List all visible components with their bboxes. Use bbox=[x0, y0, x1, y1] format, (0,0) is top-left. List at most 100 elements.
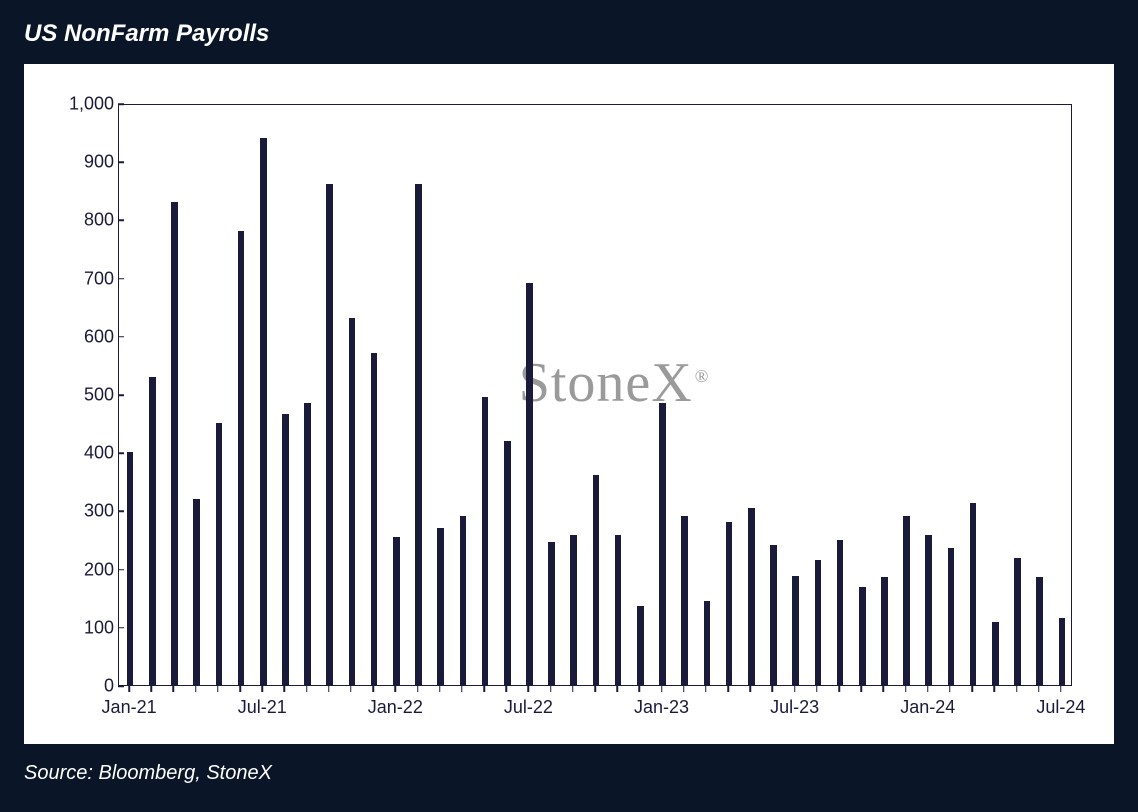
x-tick-mark bbox=[816, 686, 818, 692]
y-tick-label: 800 bbox=[54, 210, 114, 231]
bar bbox=[149, 377, 156, 685]
x-tick-mark bbox=[461, 686, 463, 692]
y-tick-mark bbox=[118, 220, 124, 222]
x-tick-label: Jan-21 bbox=[102, 697, 157, 718]
y-tick-mark bbox=[118, 103, 124, 105]
x-tick-mark bbox=[971, 686, 973, 692]
y-tick-label: 500 bbox=[54, 385, 114, 406]
bar bbox=[260, 138, 267, 685]
bar bbox=[193, 499, 200, 685]
x-tick-mark bbox=[1060, 686, 1062, 692]
x-tick-mark bbox=[572, 686, 574, 692]
y-tick-mark bbox=[118, 394, 124, 396]
bar bbox=[526, 283, 533, 685]
plot-area: StoneX® bbox=[118, 104, 1072, 686]
x-tick-mark bbox=[350, 686, 352, 692]
x-tick-mark bbox=[506, 686, 508, 692]
bar bbox=[504, 441, 511, 685]
y-tick-mark bbox=[118, 161, 124, 163]
x-tick-mark bbox=[927, 686, 929, 692]
x-tick-mark bbox=[306, 686, 308, 692]
bar bbox=[393, 537, 400, 685]
x-tick-mark bbox=[883, 686, 885, 692]
bar bbox=[171, 202, 178, 685]
y-tick-label: 900 bbox=[54, 152, 114, 173]
bar bbox=[859, 587, 866, 685]
x-tick-mark bbox=[195, 686, 197, 692]
source-line: Source: Bloomberg, StoneX bbox=[24, 762, 1114, 785]
x-tick-mark bbox=[417, 686, 419, 692]
x-tick-mark bbox=[550, 686, 552, 692]
x-tick-mark bbox=[616, 686, 618, 692]
y-tick-label: 700 bbox=[54, 268, 114, 289]
y-tick-mark bbox=[118, 336, 124, 338]
bar bbox=[1014, 558, 1021, 685]
x-tick-mark bbox=[838, 686, 840, 692]
y-tick-label: 200 bbox=[54, 559, 114, 580]
chart-panel: StoneX® 01002003004005006007008009001,00… bbox=[24, 64, 1114, 744]
bar bbox=[948, 548, 955, 685]
x-tick-label: Jan-24 bbox=[900, 697, 955, 718]
x-tick-mark bbox=[860, 686, 862, 692]
y-tick-label: 100 bbox=[54, 617, 114, 638]
bar bbox=[992, 622, 999, 685]
x-tick-mark bbox=[705, 686, 707, 692]
x-tick-label: Jul-24 bbox=[1036, 697, 1085, 718]
x-tick-mark bbox=[439, 686, 441, 692]
plot-container: StoneX® 01002003004005006007008009001,00… bbox=[54, 92, 1084, 726]
bar bbox=[437, 528, 444, 685]
bar bbox=[681, 516, 688, 685]
bar bbox=[837, 540, 844, 686]
bar bbox=[792, 576, 799, 685]
bar bbox=[659, 403, 666, 685]
bar bbox=[726, 522, 733, 685]
chart-title: US NonFarm Payrolls bbox=[24, 20, 1114, 48]
bar bbox=[127, 452, 134, 685]
bar bbox=[371, 353, 378, 685]
x-tick-mark bbox=[794, 686, 796, 692]
y-tick-mark bbox=[118, 511, 124, 513]
bar bbox=[704, 601, 711, 685]
x-tick-mark bbox=[750, 686, 752, 692]
x-tick-mark bbox=[284, 686, 286, 692]
bar bbox=[615, 535, 622, 685]
y-tick-mark bbox=[118, 452, 124, 454]
x-tick-mark bbox=[683, 686, 685, 692]
y-tick-mark bbox=[118, 278, 124, 280]
y-tick-label: 0 bbox=[54, 676, 114, 697]
x-tick-label: Jan-22 bbox=[368, 697, 423, 718]
bar bbox=[815, 560, 822, 685]
x-tick-mark bbox=[1038, 686, 1040, 692]
bar bbox=[748, 508, 755, 686]
bar bbox=[304, 403, 311, 685]
x-tick-mark bbox=[661, 686, 663, 692]
bar bbox=[970, 503, 977, 685]
x-tick-mark bbox=[528, 686, 530, 692]
bar bbox=[593, 475, 600, 685]
x-tick-mark bbox=[372, 686, 374, 692]
x-tick-label: Jan-23 bbox=[634, 697, 689, 718]
x-tick-label: Jul-23 bbox=[770, 697, 819, 718]
bar bbox=[881, 577, 888, 685]
bar bbox=[460, 516, 467, 685]
x-tick-mark bbox=[217, 686, 219, 692]
x-tick-mark bbox=[772, 686, 774, 692]
x-tick-label: Jul-22 bbox=[504, 697, 553, 718]
x-tick-mark bbox=[395, 686, 397, 692]
y-tick-label: 400 bbox=[54, 443, 114, 464]
x-tick-mark bbox=[328, 686, 330, 692]
bar bbox=[482, 397, 489, 685]
bar bbox=[548, 542, 555, 685]
x-tick-mark bbox=[594, 686, 596, 692]
x-tick-mark bbox=[239, 686, 241, 692]
y-tick-mark bbox=[118, 627, 124, 629]
x-tick-mark bbox=[639, 686, 641, 692]
x-tick-mark bbox=[949, 686, 951, 692]
watermark: StoneX® bbox=[519, 351, 710, 415]
bar bbox=[1036, 577, 1043, 685]
x-tick-mark bbox=[1016, 686, 1018, 692]
x-tick-mark bbox=[261, 686, 263, 692]
bar bbox=[903, 516, 910, 685]
y-tick-label: 1,000 bbox=[54, 94, 114, 115]
x-tick-mark bbox=[173, 686, 175, 692]
